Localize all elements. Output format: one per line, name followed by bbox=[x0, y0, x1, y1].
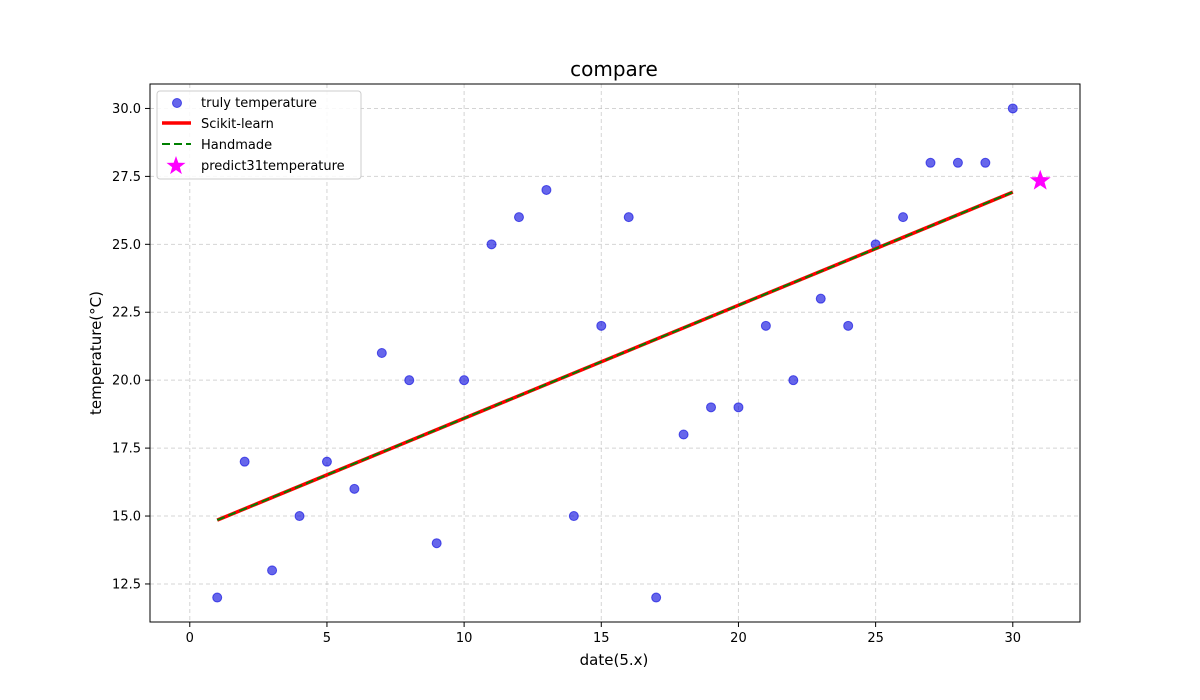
legend: truly temperature Scikit-learn Handmade … bbox=[156, 90, 362, 180]
y-tick-label: 25.0 bbox=[112, 238, 141, 253]
scatter-point bbox=[898, 212, 909, 223]
x-tick-label: 25 bbox=[867, 631, 884, 646]
scatter-point bbox=[486, 239, 497, 250]
series-layer bbox=[212, 103, 1051, 603]
x-tick-label: 20 bbox=[730, 631, 747, 646]
scatter-point bbox=[349, 483, 360, 494]
scikit-learn-line bbox=[216, 190, 1014, 522]
scatter-point bbox=[294, 511, 305, 522]
scatter-point bbox=[596, 320, 607, 331]
x-tick-label: 30 bbox=[1005, 631, 1022, 646]
scatter-point bbox=[376, 348, 387, 358]
plot-frame bbox=[149, 83, 1081, 623]
scatter-point bbox=[678, 429, 689, 440]
predicted-point-star bbox=[1029, 169, 1051, 190]
x-tick-label: 15 bbox=[593, 631, 610, 646]
scatter-point bbox=[212, 592, 223, 603]
scatter-point bbox=[788, 375, 799, 386]
y-tick-label: 17.5 bbox=[112, 442, 141, 457]
scatter-point bbox=[568, 511, 579, 522]
scatter-point bbox=[760, 320, 771, 331]
y-tick-label: 12.5 bbox=[112, 577, 141, 592]
legend-label-scikit-learn: Scikit-learn bbox=[201, 117, 274, 132]
legend-marker-predict31temperature bbox=[166, 156, 186, 175]
scatter-point bbox=[843, 320, 854, 331]
scatter-point bbox=[404, 375, 415, 386]
x-tick-label: 10 bbox=[456, 631, 473, 646]
scatter-point bbox=[980, 157, 991, 168]
scatter-point bbox=[267, 565, 278, 576]
scatter-point bbox=[459, 375, 470, 386]
axis-ticks: 0 5 10 15 20 25 30 12.5 15.0 17.5 20.0 22.5 25.0 27.5… bbox=[112, 102, 1021, 646]
scatter-point bbox=[1007, 103, 1018, 114]
scatter-point bbox=[925, 157, 936, 168]
scatter-point bbox=[321, 456, 332, 467]
y-axis-label: temperature(°C) bbox=[87, 291, 105, 415]
scatter-point bbox=[733, 402, 744, 413]
legend-star-icon bbox=[166, 156, 186, 175]
chart-title: compare bbox=[570, 57, 658, 81]
y-tick-label: 20.0 bbox=[112, 374, 141, 389]
y-tick-label: 15.0 bbox=[112, 510, 141, 525]
x-tick-label: 0 bbox=[186, 631, 194, 646]
scatter-point bbox=[623, 212, 634, 223]
legend-box bbox=[156, 90, 362, 180]
legend-label-predict31temperature: predict31temperature bbox=[201, 159, 345, 174]
y-tick-label: 30.0 bbox=[112, 102, 141, 117]
scatter-point bbox=[952, 157, 963, 168]
scatter-point bbox=[651, 592, 662, 603]
legend-label-handmade: Handmade bbox=[201, 138, 272, 153]
scatter-point bbox=[239, 456, 250, 467]
legend-label-truly-temperature: truly temperature bbox=[201, 96, 317, 111]
y-tick-label: 22.5 bbox=[112, 306, 141, 321]
x-tick-label: 5 bbox=[323, 631, 331, 646]
x-axis-label: date(5.x) bbox=[580, 651, 649, 669]
scatter-point bbox=[513, 212, 524, 223]
scatter-point bbox=[706, 402, 717, 413]
scatter-point bbox=[541, 184, 552, 195]
legend-marker-truly-temperature bbox=[172, 98, 182, 108]
scatter-point bbox=[431, 538, 442, 549]
y-tick-label: 27.5 bbox=[112, 170, 141, 185]
scatter-point bbox=[815, 293, 826, 304]
